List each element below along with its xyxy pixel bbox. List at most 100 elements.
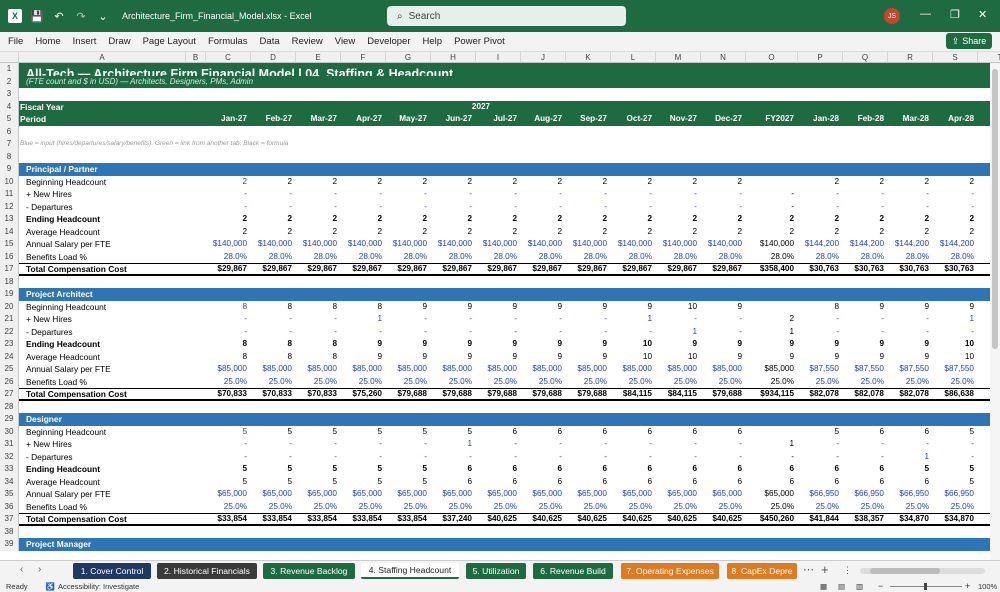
row-number[interactable]: 39 — [0, 538, 19, 551]
value-cell[interactable]: 2 — [647, 226, 652, 236]
value-cell[interactable]: - — [334, 201, 337, 211]
value-cell[interactable]: 2 — [332, 176, 337, 186]
sheet-row[interactable]: 36 Benefits Load % 25.0% 25.0% 25.0% 25.0% 25.… — [0, 500, 990, 513]
value-cell[interactable]: - — [881, 326, 884, 336]
value-cell[interactable]: $934,115 — [760, 389, 794, 398]
row-number[interactable]: 10 — [0, 175, 19, 188]
value-cell[interactable]: 5 — [422, 476, 427, 486]
value-cell[interactable]: 25.0% — [583, 501, 607, 511]
value-cell[interactable]: 9 — [467, 301, 472, 311]
value-cell[interactable]: - — [244, 201, 247, 211]
row-number[interactable]: 11 — [0, 188, 19, 201]
value-cell[interactable]: $140,000 — [437, 239, 472, 248]
tab-scroll-right-icon[interactable]: › — [38, 564, 42, 575]
value-cell[interactable]: $29,867 — [352, 264, 382, 273]
value-cell[interactable]: $30,763 — [944, 264, 974, 273]
value-cell[interactable]: $85,000 — [217, 364, 247, 373]
value-cell[interactable]: 2 — [969, 214, 974, 223]
value-cell[interactable]: 2 — [737, 226, 742, 236]
value-cell[interactable]: 2 — [422, 176, 427, 186]
value-cell[interactable]: - — [424, 189, 427, 198]
value-cell[interactable]: 6 — [557, 476, 562, 486]
value-cell[interactable]: 8 — [332, 301, 337, 311]
column-header-K[interactable]: K — [566, 52, 611, 63]
value-cell[interactable]: - — [926, 326, 929, 336]
value-cell[interactable]: 9 — [512, 351, 517, 361]
value-cell[interactable]: - — [926, 314, 929, 323]
value-cell[interactable]: 2 — [789, 226, 794, 236]
value-cell[interactable]: 8 — [287, 339, 292, 348]
value-cell[interactable]: 9 — [422, 301, 427, 311]
value-cell[interactable]: 6 — [557, 464, 562, 473]
value-cell[interactable]: - — [739, 189, 742, 198]
value-cell[interactable]: - — [469, 189, 472, 198]
value-cell[interactable]: $29,867 — [667, 264, 697, 273]
value-cell[interactable]: $85,000 — [764, 364, 794, 373]
menu-formulas[interactable]: Formulas — [207, 36, 248, 47]
value-cell[interactable]: $30,763 — [854, 264, 884, 273]
value-cell[interactable]: 5 — [969, 464, 974, 473]
value-cell[interactable]: $29,867 — [307, 264, 337, 273]
value-cell[interactable]: $85,000 — [442, 364, 472, 373]
value-cell[interactable]: 2 — [512, 214, 517, 223]
value-cell[interactable]: 25.0% — [815, 501, 839, 511]
column-header-F[interactable]: F — [341, 52, 386, 63]
menu-developer[interactable]: Developer — [367, 36, 411, 47]
value-cell[interactable]: 9 — [978, 301, 990, 314]
minimize-icon[interactable]: — — [920, 8, 931, 20]
value-cell[interactable]: - — [379, 439, 382, 448]
value-cell[interactable]: 6 — [879, 476, 884, 486]
value-cell[interactable]: 2 — [692, 214, 697, 223]
sheet-row[interactable]: 24 Average Headcount 8 8 8 9 9 9 9 9 9 10 10 9 9 9 9 9 10 — [0, 350, 990, 363]
value-cell[interactable]: $40,625 — [622, 514, 652, 523]
value-cell[interactable]: 5 — [978, 426, 990, 439]
value-cell[interactable]: $84,115 — [667, 389, 697, 398]
value-cell[interactable]: 28.0% — [815, 251, 839, 261]
period-header[interactable]: Feb-28 — [857, 114, 884, 123]
value-cell[interactable]: - — [836, 314, 839, 323]
value-cell[interactable]: $33,854 — [262, 514, 292, 523]
value-cell[interactable]: - — [836, 439, 839, 448]
value-cell[interactable]: 25.0% — [538, 501, 562, 511]
sheet-row[interactable]: 23 Ending Headcount 8 8 8 9 9 9 9 9 9 10 9 9 9 9 9 9 10 — [0, 338, 990, 351]
value-cell[interactable]: 1 — [789, 439, 794, 448]
period-header[interactable]: Apr-27 — [356, 114, 382, 123]
value-cell[interactable]: $40,625 — [577, 514, 607, 523]
value-cell[interactable]: - — [244, 326, 247, 336]
value-cell[interactable]: 6 — [924, 426, 929, 436]
value-cell[interactable]: $87,5 — [978, 363, 990, 376]
value-cell[interactable]: 6 — [692, 464, 697, 473]
value-cell[interactable]: 25.0% — [770, 501, 794, 511]
value-cell[interactable]: $40,625 — [487, 514, 517, 523]
value-cell[interactable]: - — [469, 326, 472, 336]
column-header-B[interactable]: B — [186, 52, 206, 63]
column-header-E[interactable]: E — [296, 52, 341, 63]
column-header-C[interactable]: C — [206, 52, 251, 63]
value-cell[interactable]: - — [604, 451, 607, 461]
value-cell[interactable]: - — [604, 314, 607, 323]
value-cell[interactable]: $65,000 — [397, 489, 427, 498]
row-number[interactable]: 34 — [0, 475, 19, 488]
value-cell[interactable]: - — [649, 189, 652, 198]
value-cell[interactable]: 9 — [557, 301, 562, 311]
value-cell[interactable]: 5 — [422, 426, 427, 436]
value-cell[interactable]: 28.0% — [358, 251, 382, 261]
value-cell[interactable]: 2 — [602, 214, 607, 223]
value-cell[interactable]: 5 — [377, 464, 382, 473]
value-cell[interactable]: 28.0% — [860, 251, 884, 261]
column-header-G[interactable]: G — [386, 52, 431, 63]
value-cell[interactable]: 5 — [242, 476, 247, 486]
row-number[interactable]: 7 — [0, 138, 19, 151]
value-cell[interactable]: $37,240 — [442, 514, 472, 523]
value-cell[interactable]: 2 — [422, 226, 427, 236]
customize-toolbar-icon[interactable]: ⌄ — [98, 10, 108, 23]
value-cell[interactable]: - — [559, 451, 562, 461]
value-cell[interactable]: 6 — [789, 476, 794, 486]
value-cell[interactable]: 25.0% — [770, 376, 794, 386]
value-cell[interactable]: 25.0% — [223, 376, 247, 386]
menu-view[interactable]: View — [334, 36, 356, 47]
value-cell[interactable]: 8 — [377, 301, 382, 311]
tab-scroll-left-icon[interactable]: ‹ — [20, 564, 24, 575]
value-cell[interactable]: 2 — [602, 226, 607, 236]
